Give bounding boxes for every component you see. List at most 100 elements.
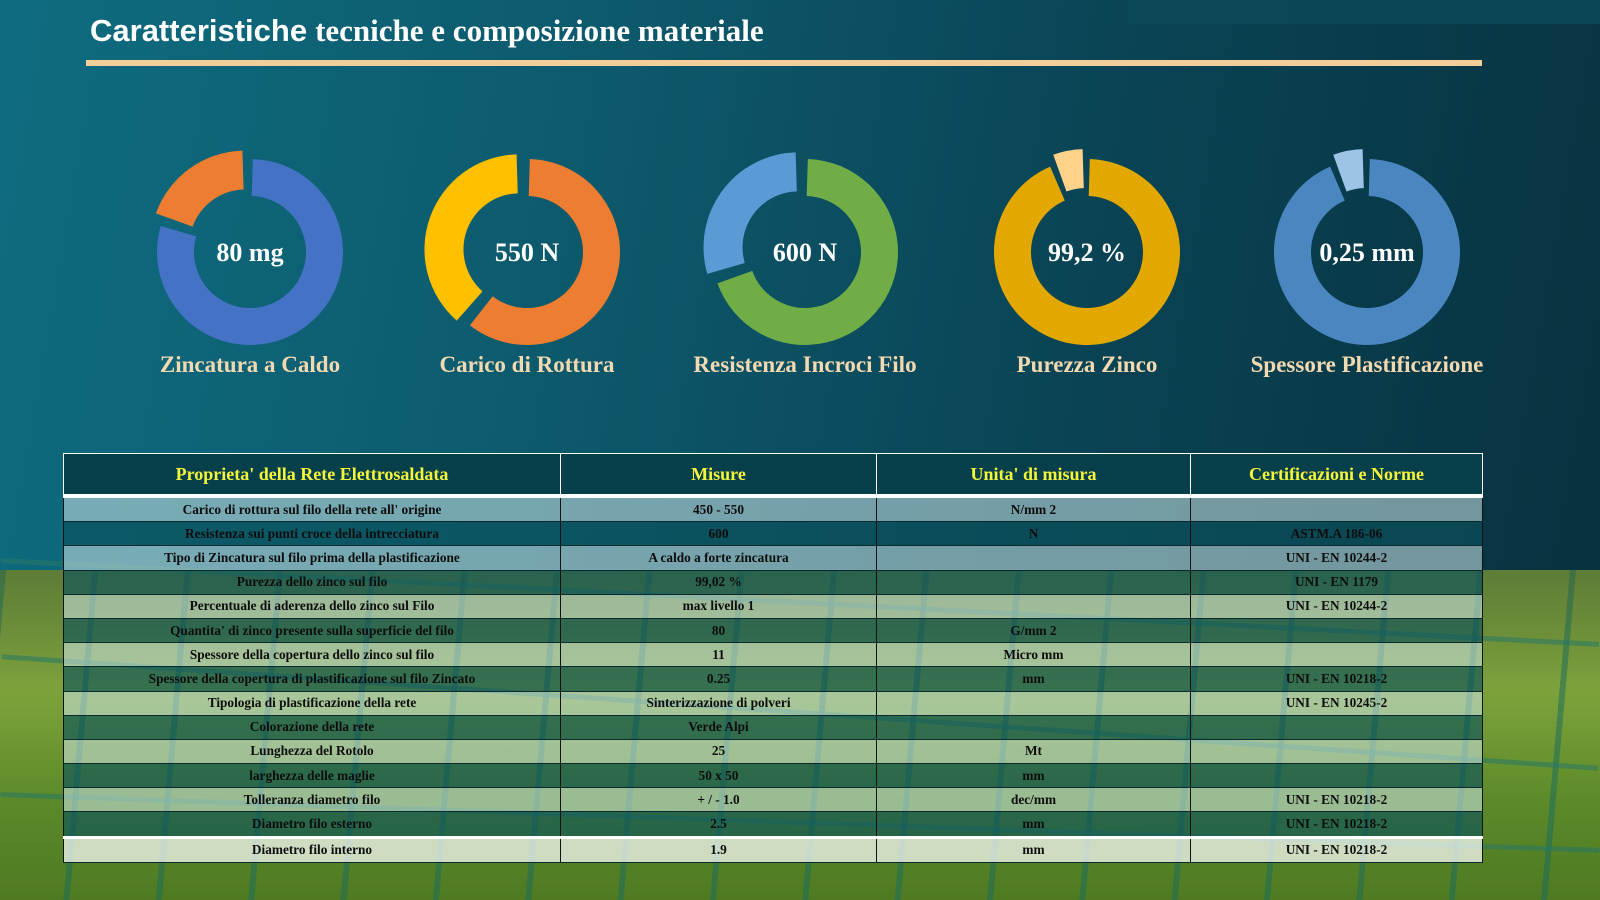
cell-property: Spessore della copertura di plastificazi… xyxy=(63,666,561,692)
cell-unit: mm xyxy=(876,666,1191,692)
table-row: Diametro filo esterno 2.5 mm UNI - EN 10218… xyxy=(63,811,1483,838)
cell-measure: max livello 1 xyxy=(560,594,877,619)
table-row: Quantita' di zinco presente sulla superf… xyxy=(63,618,1483,644)
cell-certification: ASTM.A 186-06 xyxy=(1190,521,1483,547)
donut-slice xyxy=(1274,159,1460,345)
cell-measure: 2.5 xyxy=(560,811,877,838)
cell-property: Tipologia di plastificazione della rete xyxy=(63,691,561,716)
table-row: Tipo di Zincatura sul filo prima della p… xyxy=(63,545,1483,571)
cell-property: Carico di rottura sul filo della rete al… xyxy=(63,496,561,523)
table-row: Purezza dello zinco sul filo 99,02 % UNI -… xyxy=(63,570,1483,595)
cell-certification: UNI - EN 10244-2 xyxy=(1190,545,1483,571)
donut-slice xyxy=(703,152,797,274)
cell-property: Spessore della copertura dello zinco sul… xyxy=(63,642,561,668)
cell-certification: UNI - EN 10218-2 xyxy=(1190,811,1483,838)
cell-certification: UNI - EN 10218-2 xyxy=(1190,835,1483,863)
table-row: Percentuale di aderenza dello zinco sul … xyxy=(63,594,1483,619)
header-property: Proprieta' della Rete Elettrosaldata xyxy=(63,453,561,498)
spec-table: Proprieta' della Rete Elettrosaldata Mis… xyxy=(63,453,1483,863)
cell-unit: dec/mm xyxy=(876,787,1191,813)
cell-measure: 11 xyxy=(560,642,877,668)
cell-property: Lunghezza del Rotolo xyxy=(63,739,561,765)
cell-property: Percentuale di aderenza dello zinco sul … xyxy=(63,594,561,619)
header-certification: Certificazioni e Norme xyxy=(1190,453,1483,498)
cell-unit xyxy=(876,691,1191,716)
donut-caption: Resistenza Incroci Filo xyxy=(693,352,917,377)
cell-unit xyxy=(876,570,1191,595)
donut-center-value: 80 mg xyxy=(216,238,283,267)
cell-property: Tolleranza diametro filo xyxy=(63,787,561,813)
header-unit: Unita' di misura xyxy=(876,453,1191,498)
cell-measure: 1.9 xyxy=(560,835,877,863)
donut-slice xyxy=(1053,149,1084,192)
donut-caption: Spessore Plastificazione xyxy=(1250,352,1484,377)
cell-measure: 0.25 xyxy=(560,666,877,692)
cell-unit: mm xyxy=(876,811,1191,838)
table-row: larghezza delle maglie 50 x 50 mm xyxy=(63,763,1483,789)
title-rest: tecniche e composizione materiale xyxy=(315,13,764,48)
cell-unit xyxy=(876,715,1191,740)
donut-slice xyxy=(1333,149,1364,192)
donut-chart-5: 0,25 mm xyxy=(1274,149,1460,345)
cell-measure: + / - 1.0 xyxy=(560,787,877,813)
donut-center-value: 99,2 % xyxy=(1048,238,1126,267)
cell-unit: G/mm 2 xyxy=(876,618,1191,644)
cell-unit: N/mm 2 xyxy=(876,496,1191,523)
cell-property: Purezza dello zinco sul filo xyxy=(63,570,561,595)
table-row: Carico di rottura sul filo della rete al… xyxy=(63,496,1483,523)
title-underline xyxy=(86,60,1482,66)
cell-measure: A caldo a forte zincatura xyxy=(560,545,877,571)
donut-center-value: 0,25 mm xyxy=(1319,238,1415,267)
cell-certification: UNI - EN 10218-2 xyxy=(1190,787,1483,813)
cell-measure: 450 - 550 xyxy=(560,496,877,523)
donut-chart-2: 550 N xyxy=(424,154,620,345)
cell-measure: 25 xyxy=(560,739,877,765)
cell-measure: 80 xyxy=(560,618,877,644)
cell-property: Diametro filo esterno xyxy=(63,811,561,838)
cell-unit: mm xyxy=(876,763,1191,789)
donut-slice xyxy=(994,159,1180,345)
cell-measure: Sinterizzazione di polveri xyxy=(560,691,877,716)
donut-slice xyxy=(469,159,620,345)
cell-property: Diametro filo interno xyxy=(63,835,561,863)
cell-unit: N xyxy=(876,521,1191,547)
table-row: Lunghezza del Rotolo 25 Mt xyxy=(63,739,1483,765)
cell-certification xyxy=(1190,739,1483,765)
cell-property: larghezza delle maglie xyxy=(63,763,561,789)
donut-center-value: 600 N xyxy=(773,238,838,267)
cell-certification: UNI - EN 10245-2 xyxy=(1190,691,1483,716)
title-bold: Caratteristiche xyxy=(90,13,308,48)
page-title: Caratteristiche tecniche e composizione … xyxy=(90,12,764,49)
cell-certification xyxy=(1190,618,1483,644)
donut-slice xyxy=(155,150,244,227)
table-header-row: Proprieta' della Rete Elettrosaldata Mis… xyxy=(63,453,1483,498)
cell-measure: 99,02 % xyxy=(560,570,877,595)
donut-center-value: 550 N xyxy=(495,238,560,267)
table-row: Tipologia di plastificazione della rete S… xyxy=(63,691,1483,716)
table-row: Spessore della copertura dello zinco sul… xyxy=(63,642,1483,668)
cell-certification xyxy=(1190,763,1483,789)
table-row: Spessore della copertura di plastificazi… xyxy=(63,666,1483,692)
cell-certification: UNI - EN 10244-2 xyxy=(1190,594,1483,619)
table-row: Tolleranza diametro filo + / - 1.0 dec/mm U… xyxy=(63,787,1483,813)
corner-band xyxy=(1128,0,1600,24)
cell-certification: UNI - EN 1179 xyxy=(1190,570,1483,595)
donut-charts: 80 mg 550 N 600 N 99,2 % 0,25 mm xyxy=(155,149,1460,345)
donut-caption: Purezza Zinco xyxy=(1016,352,1158,377)
cell-measure: Verde Alpi xyxy=(560,715,877,740)
cell-property: Resistenza sui punti croce della intrecc… xyxy=(63,521,561,547)
header-measure: Misure xyxy=(560,453,877,498)
cell-measure: 600 xyxy=(560,521,877,547)
donut-caption: Zincatura a Caldo xyxy=(159,352,341,377)
cell-measure: 50 x 50 xyxy=(560,763,877,789)
cell-unit: Mt xyxy=(876,739,1191,765)
cell-certification xyxy=(1190,496,1483,523)
cell-certification: UNI - EN 10218-2 xyxy=(1190,666,1483,692)
cell-property: Tipo di Zincatura sul filo prima della p… xyxy=(63,545,561,571)
cell-unit: Micro mm xyxy=(876,642,1191,668)
cell-unit xyxy=(876,594,1191,619)
cell-property: Colorazione della rete xyxy=(63,715,561,740)
cell-certification xyxy=(1190,642,1483,668)
donut-caption: Carico di Rottura xyxy=(439,352,615,377)
cell-unit xyxy=(876,545,1191,571)
